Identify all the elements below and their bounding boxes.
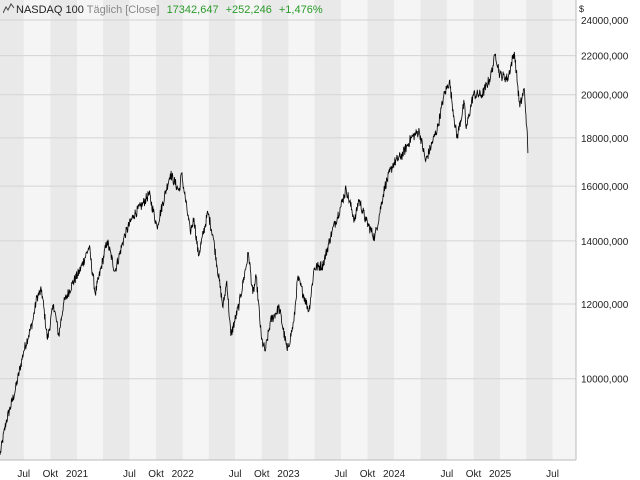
quarter-band bbox=[0, 0, 24, 460]
last-value: 17342,647 bbox=[166, 4, 219, 16]
price-line bbox=[0, 51, 529, 456]
y-tick-label: 20000,000 bbox=[581, 91, 629, 102]
x-tick-label: Jul bbox=[440, 469, 453, 480]
x-tick-label: Jul bbox=[334, 469, 347, 480]
change-value: +252,246 bbox=[225, 4, 272, 16]
x-tick-label: Jul bbox=[546, 469, 559, 480]
x-tick-label: 2022 bbox=[172, 469, 195, 480]
x-tick-label: 2023 bbox=[277, 469, 300, 480]
y-tick-label: 24000,000 bbox=[581, 16, 629, 27]
change-percent: +1,476% bbox=[278, 4, 323, 16]
x-tick-label: Okt bbox=[254, 469, 270, 480]
chart-header: NASDAQ 100 Täglich [Close] 17342,647 +25… bbox=[3, 3, 323, 17]
x-tick-label: 2021 bbox=[66, 469, 89, 480]
quarter-band bbox=[473, 0, 501, 460]
x-tick-label: Okt bbox=[466, 469, 482, 480]
quarter-band bbox=[208, 0, 236, 460]
x-tick-label: Okt bbox=[148, 469, 164, 480]
quarter-band bbox=[261, 0, 289, 460]
currency-label: $ bbox=[579, 4, 585, 14]
x-tick-label: Okt bbox=[360, 469, 376, 480]
x-tick-label: Jul bbox=[229, 469, 242, 480]
y-tick-label: 18000,000 bbox=[581, 134, 629, 145]
quarter-band bbox=[420, 0, 447, 460]
instrument-name: NASDAQ 100 bbox=[16, 4, 84, 16]
y-tick-label: 16000,000 bbox=[581, 182, 629, 193]
quarter-band bbox=[50, 0, 78, 460]
y-tick-label: 12000,000 bbox=[581, 300, 629, 311]
x-tick-label: Jul bbox=[123, 469, 136, 480]
y-tick-label: 14000,000 bbox=[581, 237, 629, 248]
x-tick-label: 2025 bbox=[489, 469, 512, 480]
quarter-band bbox=[103, 0, 130, 460]
x-tick-label: Jul bbox=[17, 469, 30, 480]
quarter-band bbox=[526, 0, 553, 460]
x-tick-label: 2024 bbox=[383, 469, 406, 480]
interval-label: Täglich [Close] bbox=[86, 4, 160, 16]
x-tick-label: Okt bbox=[43, 469, 59, 480]
y-tick-label: 22000,000 bbox=[581, 52, 629, 63]
quarter-band bbox=[156, 0, 183, 460]
quarter-band bbox=[314, 0, 341, 460]
y-tick-label: 10000,000 bbox=[581, 375, 629, 386]
line-chart-icon bbox=[3, 3, 14, 14]
